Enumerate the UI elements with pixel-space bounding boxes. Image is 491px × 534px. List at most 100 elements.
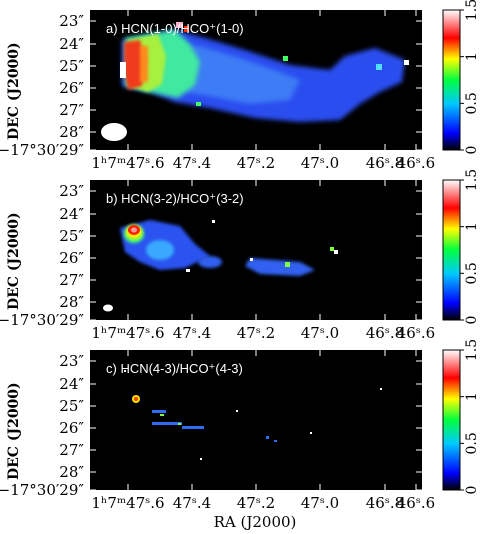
emission-core xyxy=(131,227,137,233)
spot-12 xyxy=(200,458,202,460)
colorbar-tick-label: 1 xyxy=(464,392,480,401)
colorbar xyxy=(442,179,461,321)
x-tick-label: 46ˢ.6 xyxy=(397,154,435,172)
x-tick-label: 46ˢ.8 xyxy=(366,324,404,342)
edge-red-2 xyxy=(184,26,189,32)
emission-tail xyxy=(245,258,315,276)
y-tick-label: 25″ xyxy=(59,227,84,245)
x-tick-label: 47ˢ.2 xyxy=(237,154,275,172)
spot-5 xyxy=(178,423,181,425)
spot-6 xyxy=(266,436,269,439)
x-axis-title: RA (J2000) xyxy=(213,513,297,531)
axis-ticks xyxy=(90,350,422,491)
y-tick-labels: 23″ 24″ 25″ 26″ 27″ 28″−17°30′29″ xyxy=(0,352,84,499)
y-tick-label: −17°30′29″ xyxy=(0,481,84,499)
spot-10 xyxy=(124,370,126,372)
panel-title: a) HCN(1-0)/HCO⁺(1-0) xyxy=(106,21,244,36)
y-tick-label: 26″ xyxy=(59,249,84,267)
colorbar-tick-label: 0.5 xyxy=(464,262,480,284)
spot-9 xyxy=(310,432,312,434)
colorbar-ticks: 0 0.5 1 1.5 xyxy=(460,0,480,154)
y-tick-label: 28″ xyxy=(59,293,84,311)
emission-tail-2 xyxy=(198,256,222,268)
ratio-map xyxy=(101,22,409,141)
edge-white-2 xyxy=(404,60,409,65)
spot-1 xyxy=(152,410,166,413)
spot-green-1 xyxy=(285,262,290,267)
ratio-map xyxy=(124,370,382,460)
edge-green-3 xyxy=(196,102,201,106)
colorbar-tick-label: 1.5 xyxy=(464,340,480,361)
emission-cyan xyxy=(146,240,174,260)
spot-white-2 xyxy=(186,269,190,272)
beam-ellipse xyxy=(101,123,127,141)
panel-b: b) HCN(3-2)/HCO⁺(3-2) 23″ 24″ 25″ 26″ 27″ 28″… xyxy=(0,170,480,342)
colorbar-tick-label: 0 xyxy=(464,146,480,155)
colorbar-tick-label: 0 xyxy=(464,486,480,495)
y-tick-labels: 23″ 24″ 25″ 26″ 27″ 28″−17°30′29″ xyxy=(0,182,84,329)
y-tick-label: 23″ xyxy=(59,182,84,200)
emission-orange xyxy=(140,46,148,82)
x-tick-label: 47ˢ.0 xyxy=(301,154,339,172)
axis-ticks xyxy=(90,180,422,321)
x-tick-label: 46ˢ.6 xyxy=(397,494,435,512)
beam-ellipse xyxy=(103,304,113,312)
x-tick-label: 1ʰ7ᵐ47ˢ.6 xyxy=(91,154,164,172)
x-tick-label: 1ʰ7ᵐ47ˢ.6 xyxy=(91,324,164,342)
colorbar-tick-label: 1.5 xyxy=(464,170,480,191)
y-tick-label: 28″ xyxy=(59,463,84,481)
x-tick-label: 47ˢ.2 xyxy=(237,494,275,512)
y-tick-label: 26″ xyxy=(59,419,84,437)
y-tick-label: 27″ xyxy=(59,271,84,289)
colorbar xyxy=(442,9,461,151)
edge-white-1 xyxy=(120,62,126,78)
x-tick-label: 1ʰ7ᵐ47ˢ.6 xyxy=(91,494,164,512)
y-tick-label: 25″ xyxy=(59,57,84,75)
plot-frame xyxy=(90,350,422,490)
x-tick-label: 47ˢ.2 xyxy=(237,324,275,342)
axis-ticks xyxy=(90,10,422,151)
spot-7 xyxy=(274,440,277,442)
y-tick-label: 23″ xyxy=(59,352,84,370)
colorbar xyxy=(442,349,461,491)
panel-title: c) HCN(4-3)/HCO⁺(4-3) xyxy=(106,361,243,376)
spot-white-3 xyxy=(212,220,215,223)
spot-8 xyxy=(236,410,238,412)
y-axis-title-b: DEC (J2000) xyxy=(6,212,22,310)
x-tick-label: 46ˢ.6 xyxy=(397,324,435,342)
colorbar-tick-label: 0.5 xyxy=(464,92,480,114)
x-tick-label: 47ˢ.4 xyxy=(173,494,211,512)
y-tick-label: 28″ xyxy=(59,123,84,141)
colorbar-tick-label: 0 xyxy=(464,316,480,325)
ratio-map xyxy=(103,220,338,312)
y-tick-label: 24″ xyxy=(59,205,84,223)
y-axis-title-a: DEC (J2000) xyxy=(6,42,22,140)
colorbar-ticks: 0 0.5 1 1.5 xyxy=(460,340,480,494)
spot-2 xyxy=(152,422,182,425)
colorbar-tick-label: 1 xyxy=(464,222,480,231)
emission-core-red xyxy=(134,397,138,401)
panel-c: c) HCN(4-3)/HCO⁺(4-3) 23″ 24″ 25″ 26″ 27″ 28″… xyxy=(0,340,480,512)
x-tick-label: 47ˢ.4 xyxy=(173,324,211,342)
colorbar-tick-label: 1 xyxy=(464,52,480,61)
panel-a: a) HCN(1-0)/HCO⁺(1-0) 23″ 24″ 25″ 26″ 27″ 28″… xyxy=(0,0,480,172)
edge-pink-1 xyxy=(176,22,183,28)
x-tick-label: 46ˢ.8 xyxy=(366,154,404,172)
x-tick-label: 46ˢ.8 xyxy=(366,494,404,512)
y-tick-label: 24″ xyxy=(59,35,84,53)
spot-white-4 xyxy=(250,258,253,261)
y-tick-labels: 23″ 24″ 25″ 26″ 27″ 28″−17°30′29″ xyxy=(0,12,84,159)
y-tick-label: −17°30′29″ xyxy=(0,141,84,159)
y-tick-label: 27″ xyxy=(59,441,84,459)
y-tick-label: 24″ xyxy=(59,375,84,393)
x-tick-label: 47ˢ.0 xyxy=(301,494,339,512)
y-tick-label: 26″ xyxy=(59,79,84,97)
spot-4 xyxy=(160,414,164,416)
spot-3 xyxy=(182,426,204,429)
edge-green-2 xyxy=(283,56,288,61)
y-axis-title-c: DEC (J2000) xyxy=(6,382,22,480)
panel-title: b) HCN(3-2)/HCO⁺(3-2) xyxy=(106,191,244,206)
